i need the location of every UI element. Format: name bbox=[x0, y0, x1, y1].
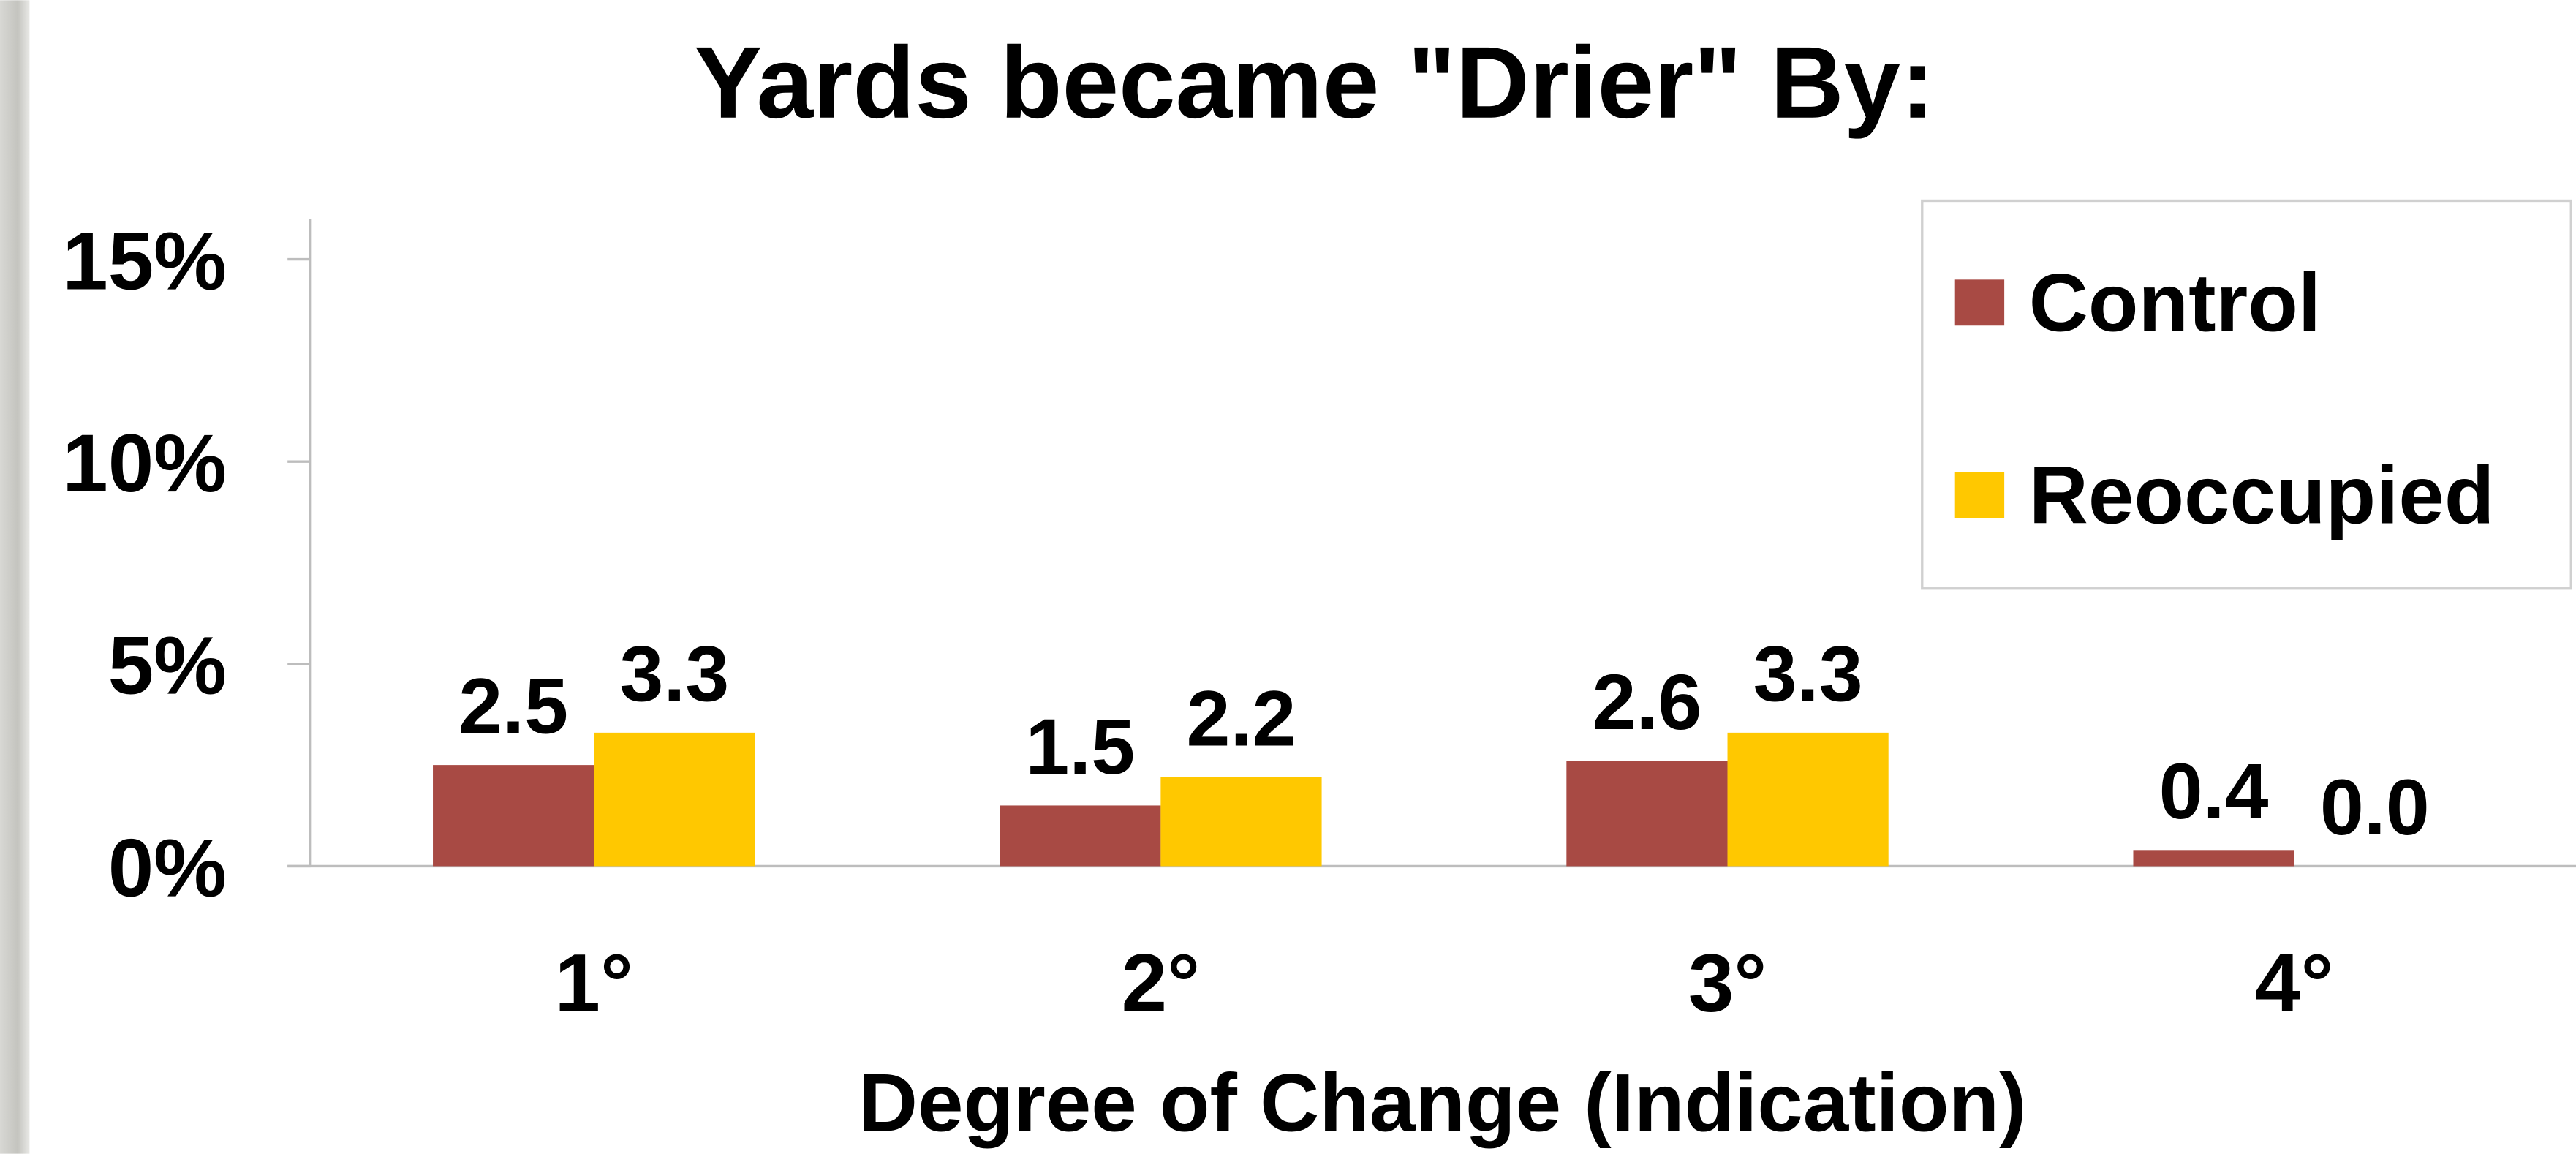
bar bbox=[1727, 732, 1889, 867]
chart-title: Yards became "Drier" By: bbox=[694, 26, 1934, 140]
x-tick-label: 2° bbox=[1122, 937, 1200, 1029]
value-label: 0.0 bbox=[2320, 763, 2430, 851]
value-label: 1.5 bbox=[1025, 702, 1135, 791]
bar bbox=[594, 732, 755, 867]
legend-box bbox=[1921, 199, 2572, 590]
y-tick-label: 15% bbox=[62, 214, 227, 306]
bar bbox=[1566, 761, 1728, 867]
bar bbox=[1160, 777, 1322, 867]
slide-edge bbox=[0, 0, 30, 1154]
legend-label: Reoccupied bbox=[2029, 448, 2495, 540]
y-tick-label: 5% bbox=[108, 619, 227, 712]
y-tick-label: 10% bbox=[62, 417, 227, 509]
value-label: 2.2 bbox=[1187, 674, 1296, 762]
legend-swatch bbox=[1954, 472, 2005, 518]
x-axis-title: Degree of Change (Indication) bbox=[858, 1057, 2027, 1149]
bar bbox=[1000, 805, 1161, 867]
legend-swatch bbox=[1954, 279, 2005, 326]
value-label: 0.4 bbox=[2159, 747, 2269, 835]
bar bbox=[433, 765, 594, 867]
value-label: 2.6 bbox=[1592, 657, 1701, 746]
y-tick-label: 0% bbox=[108, 821, 227, 913]
x-tick-label: 4° bbox=[2255, 937, 2333, 1029]
legend-label: Control bbox=[2029, 256, 2321, 348]
x-tick-label: 3° bbox=[1688, 937, 1767, 1029]
value-label: 3.3 bbox=[1753, 629, 1863, 717]
x-tick-label: 1° bbox=[555, 937, 633, 1029]
value-label: 3.3 bbox=[619, 629, 729, 717]
value-label: 2.5 bbox=[458, 662, 568, 750]
bar bbox=[2133, 850, 2294, 867]
